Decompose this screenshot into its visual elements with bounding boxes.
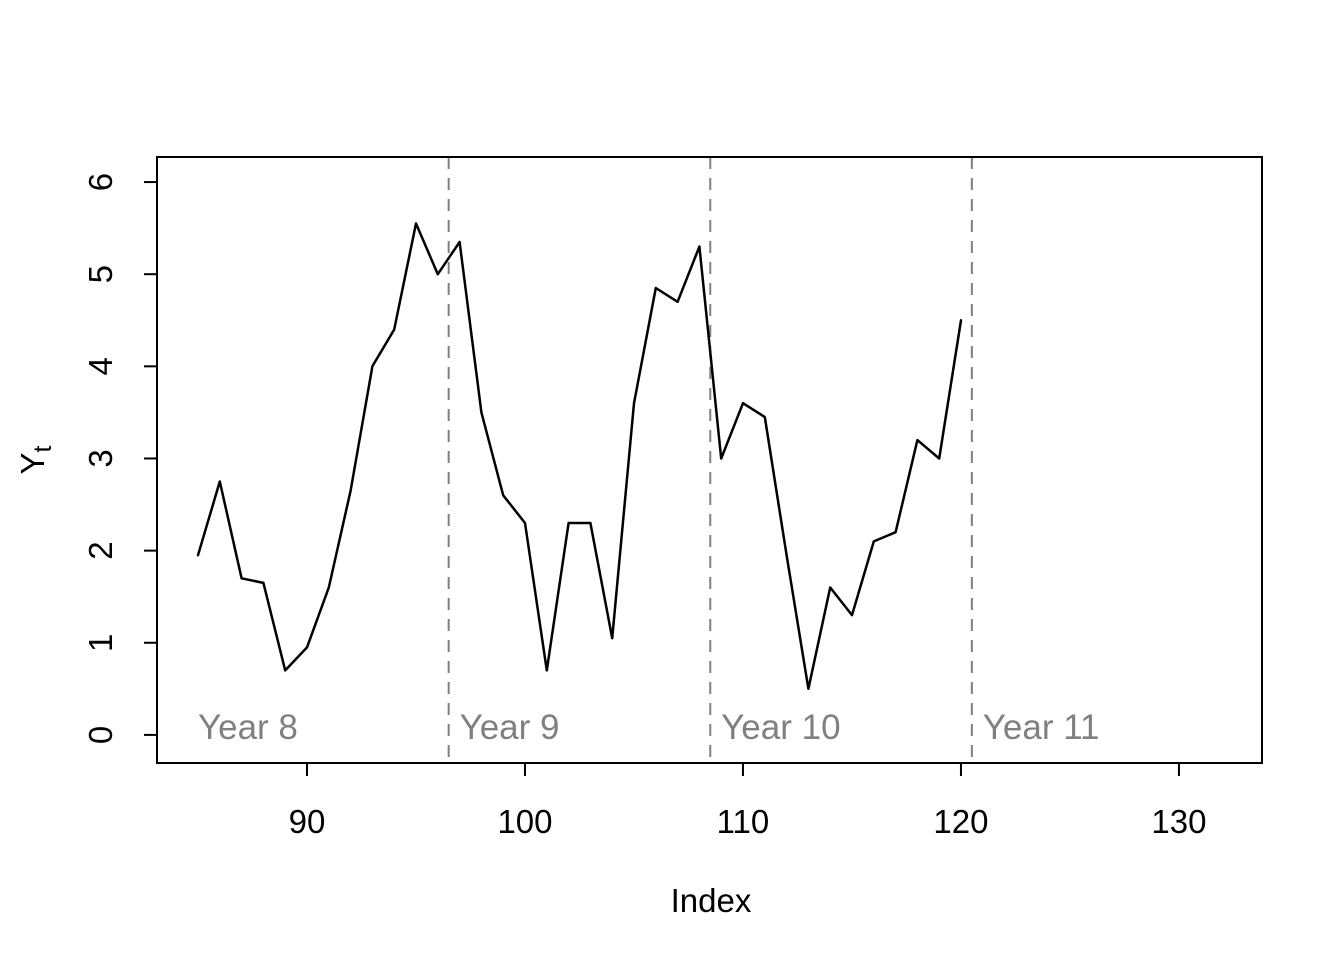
x-axis-tick-label: 130 (1151, 803, 1206, 840)
y-axis-tick-label: 3 (82, 449, 119, 467)
x-axis-tick-label: 110 (717, 803, 770, 840)
y-axis-tick-label: 6 (82, 173, 119, 191)
y-axis-title-base: Y (14, 452, 51, 474)
y-axis-tick-label: 4 (82, 357, 119, 375)
year-label: Year 11 (983, 708, 1100, 747)
x-axis-tick-label: 100 (497, 803, 552, 840)
year-label: Year 8 (198, 708, 298, 747)
year-annotations-layer: Year 8 Year 9 Year 10 Year 11 (198, 708, 1100, 747)
y-axis-tick-label: 0 (82, 726, 119, 744)
y-axis-tick-label: 1 (82, 634, 119, 652)
x-axis-tick-label: 90 (289, 803, 326, 840)
plot-box (156, 156, 1263, 764)
axes-layer: 90 100 110 120 130 0 1 2 3 4 5 6 (82, 156, 1263, 840)
y-axis-title-subscript: t (29, 445, 57, 452)
year-label: Year 9 (460, 708, 560, 747)
x-axis-title: Index (671, 882, 752, 919)
y-axis-tick-label: 5 (82, 265, 119, 283)
y-axis-title: Yt (14, 445, 57, 474)
reference-lines-layer (447, 157, 973, 763)
y-axis-tick-label: 2 (82, 541, 119, 559)
year-label: Year 10 (721, 708, 840, 747)
series-line (196, 222, 963, 691)
series-layer (196, 222, 963, 691)
x-axis-tick-label: 120 (933, 803, 988, 840)
